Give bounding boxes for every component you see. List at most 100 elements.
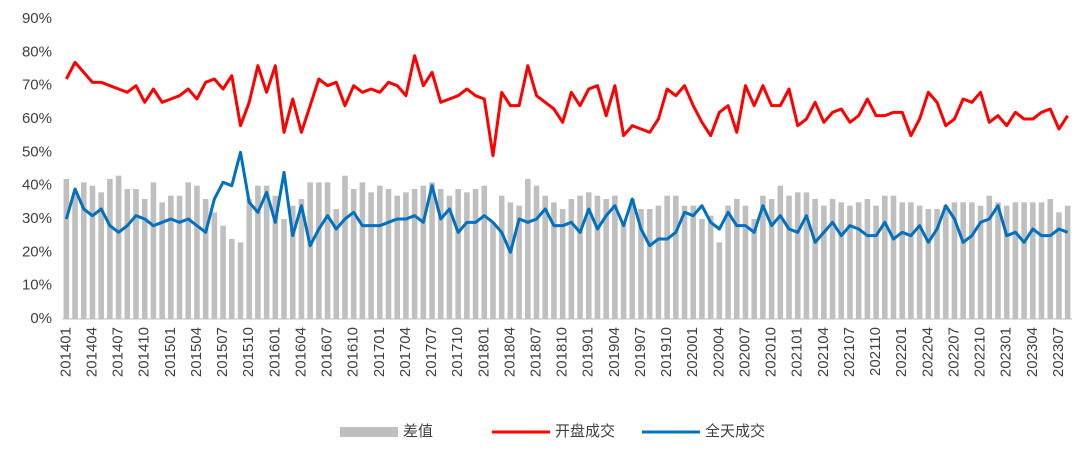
x-tick-label: 201901	[580, 327, 597, 377]
x-tick-label: 201601	[266, 327, 283, 377]
bar	[768, 199, 775, 319]
x-tick-label: 201507	[214, 327, 231, 377]
bar	[551, 202, 557, 319]
bar	[446, 195, 453, 319]
bar	[873, 205, 879, 319]
x-tick-label: 201404	[83, 327, 100, 377]
bar	[455, 189, 461, 319]
x-tick-label: 201604	[292, 327, 309, 377]
bar	[803, 192, 810, 319]
x-tick-label: 201701	[371, 327, 388, 377]
bar	[847, 205, 853, 319]
bar	[890, 195, 897, 319]
line	[64, 150, 1069, 254]
bar	[1038, 202, 1045, 319]
x-tick-label: 201504	[188, 327, 205, 377]
x-tick-label: 202004	[710, 327, 727, 377]
bar	[690, 205, 697, 319]
bar	[664, 195, 670, 319]
bar	[934, 209, 940, 319]
x-tick-label: 202301	[998, 327, 1015, 377]
x-tick-label: 202304	[1024, 327, 1041, 377]
bar	[864, 199, 871, 319]
bar	[899, 202, 906, 319]
bar	[98, 192, 104, 319]
x-tick-label: 201810	[554, 327, 571, 377]
y-tick-label: 10%	[22, 277, 52, 294]
bar	[786, 195, 792, 319]
bar	[194, 185, 200, 319]
x-tick-label: 202307	[1050, 327, 1067, 377]
bar	[733, 199, 740, 319]
bar	[185, 182, 192, 319]
bar	[812, 199, 818, 319]
bar	[359, 182, 366, 319]
bar	[821, 205, 827, 319]
bar	[89, 185, 96, 319]
bar	[168, 195, 174, 319]
bar	[516, 205, 522, 319]
bar	[498, 195, 505, 319]
bar	[1047, 199, 1054, 319]
bar	[176, 195, 183, 319]
bar	[1056, 212, 1062, 319]
bar	[855, 202, 862, 319]
bar	[298, 199, 305, 319]
bar	[403, 192, 409, 319]
bar	[716, 242, 723, 319]
bar	[829, 199, 836, 319]
bar	[533, 185, 540, 319]
x-tick-label: 202007	[736, 327, 753, 377]
bar	[263, 185, 270, 319]
bar	[629, 199, 636, 319]
bar	[202, 199, 209, 319]
bar	[707, 215, 714, 319]
x-tick-label: 202104	[815, 327, 832, 377]
bar	[490, 222, 496, 319]
bar	[525, 179, 531, 319]
bar	[289, 205, 296, 319]
y-tick-label: 0%	[30, 310, 52, 327]
bar	[472, 189, 479, 319]
bar	[838, 202, 845, 319]
bar	[350, 189, 357, 319]
bar	[324, 182, 331, 319]
bar	[429, 182, 435, 319]
bar	[159, 202, 165, 319]
bar	[725, 205, 731, 319]
bar	[133, 189, 139, 319]
bar	[1003, 205, 1010, 319]
x-tick-label: 202201	[893, 327, 910, 377]
x-tick-label: 202101	[789, 327, 806, 377]
bar	[1012, 202, 1019, 319]
legend-swatch	[340, 427, 398, 437]
bar	[760, 195, 766, 319]
x-tick-label: 201904	[606, 327, 623, 377]
bar	[255, 185, 261, 319]
bar	[115, 175, 122, 319]
legend-label: 全天成交	[705, 422, 765, 440]
y-tick-label: 90%	[22, 10, 52, 27]
bar	[942, 205, 949, 319]
bar	[507, 202, 514, 319]
bar	[951, 202, 958, 319]
bar	[925, 209, 932, 319]
bar	[1064, 205, 1071, 319]
legend-label: 差值	[403, 423, 433, 440]
bar	[794, 192, 801, 319]
x-tick-label: 201707	[423, 327, 440, 377]
bar	[368, 192, 374, 319]
y-tick-label: 70%	[22, 77, 52, 94]
bar	[316, 182, 322, 319]
y-tick-label: 40%	[22, 177, 52, 194]
x-tick-label: 201501	[162, 327, 179, 377]
x-tick-label: 202001	[684, 327, 701, 377]
bar	[751, 219, 757, 319]
bar	[969, 202, 975, 319]
x-tick-label: 202010	[763, 327, 780, 377]
x-tick-label: 201407	[110, 327, 127, 377]
x-tick-label: 201710	[449, 327, 466, 377]
bar	[281, 219, 287, 319]
bar	[237, 242, 244, 319]
